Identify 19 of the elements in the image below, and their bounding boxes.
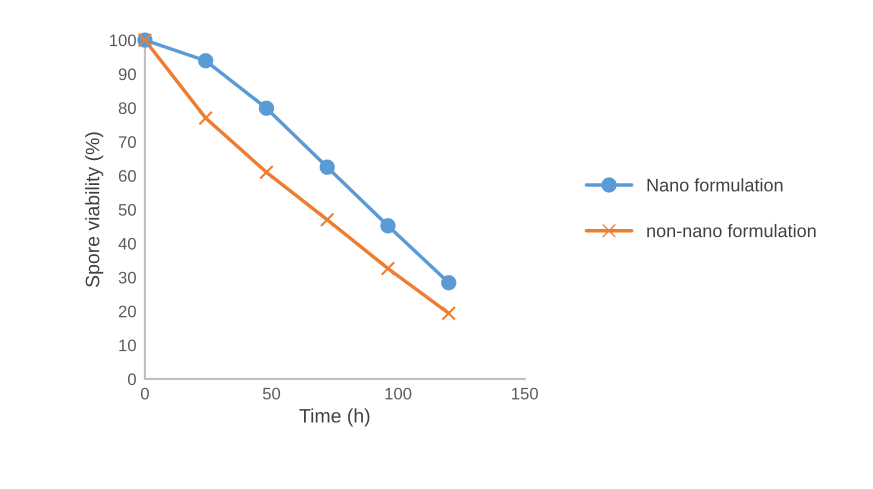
- x-tick-label: 100: [385, 388, 412, 400]
- y-tick-label: 80: [118, 102, 136, 114]
- x-tick-label: 150: [512, 388, 538, 400]
- y-tick-label: 50: [118, 204, 136, 216]
- x-tick-label: 0: [140, 388, 149, 400]
- y-tick-label: 100: [110, 34, 136, 46]
- y-tick-label: 10: [119, 339, 136, 352]
- y-tick-label: 90: [118, 68, 136, 80]
- y-tick-label: 30: [118, 272, 136, 284]
- x-tick-label: 50: [262, 388, 280, 400]
- y-tick-label: 0: [128, 373, 136, 386]
- y-axis-title: Spore viability (%): [85, 132, 104, 287]
- y-tick-label: 60: [118, 170, 136, 182]
- y-tick-label: 40: [118, 238, 136, 250]
- y-tick-label: 20: [118, 306, 136, 318]
- legend-label: non-nano formulation: [647, 224, 816, 238]
- x-axis-title: Time (h): [299, 408, 370, 427]
- y-tick-label: 70: [118, 136, 136, 148]
- legend-label: Nano formulation: [648, 178, 782, 192]
